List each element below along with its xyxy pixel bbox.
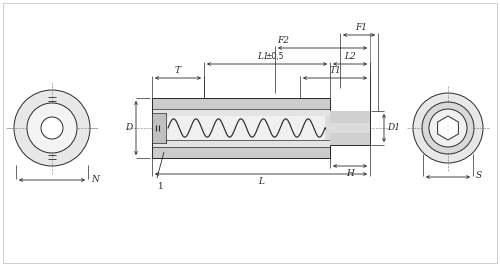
Polygon shape [152, 98, 330, 109]
Polygon shape [438, 116, 458, 140]
Polygon shape [163, 116, 330, 140]
Text: F2: F2 [277, 36, 289, 45]
Text: L2: L2 [344, 52, 356, 61]
Circle shape [41, 117, 63, 139]
Text: T: T [175, 66, 181, 75]
Circle shape [413, 93, 483, 163]
Polygon shape [325, 116, 370, 140]
Text: 1: 1 [158, 182, 164, 191]
Circle shape [429, 109, 467, 147]
Text: S: S [476, 172, 482, 181]
Text: L: L [258, 177, 264, 186]
Polygon shape [152, 147, 330, 158]
Circle shape [27, 103, 77, 153]
Text: D: D [125, 123, 132, 132]
Text: H: H [346, 169, 354, 178]
Polygon shape [152, 113, 166, 143]
Text: L1: L1 [257, 52, 269, 61]
Polygon shape [330, 133, 370, 145]
Text: D1: D1 [388, 123, 400, 132]
Polygon shape [330, 111, 370, 123]
Text: ±0,5: ±0,5 [265, 52, 283, 61]
Circle shape [14, 90, 90, 166]
Circle shape [422, 102, 474, 154]
Polygon shape [152, 98, 330, 158]
Polygon shape [330, 111, 370, 145]
Text: N: N [91, 174, 99, 184]
Text: F1: F1 [355, 23, 367, 32]
Text: T1: T1 [329, 66, 341, 75]
